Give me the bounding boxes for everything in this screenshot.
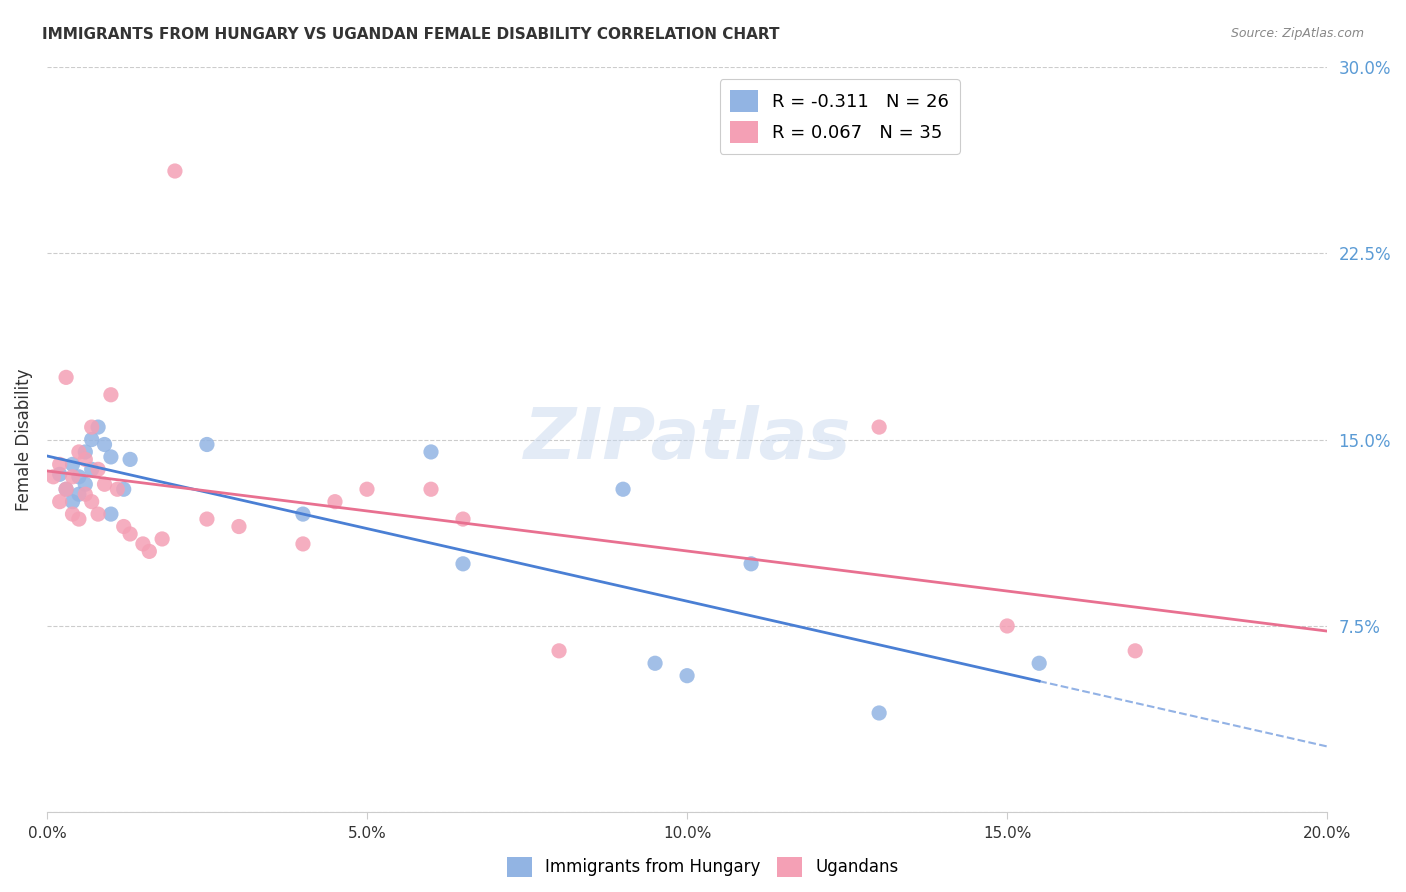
Point [356, 482, 378, 496]
Text: Source: ZipAtlas.com: Source: ZipAtlas.com [1230, 27, 1364, 40]
Point [55, 482, 77, 496]
Point [323, 494, 346, 508]
Point [48, 467, 70, 482]
Point [644, 657, 666, 671]
Point [75, 487, 97, 501]
Point [868, 706, 890, 720]
Point [548, 644, 571, 658]
Legend: R = -0.311   N = 26, R = 0.067   N = 35: R = -0.311 N = 26, R = 0.067 N = 35 [720, 79, 960, 154]
Point [228, 519, 250, 533]
Point [420, 445, 443, 459]
Point [87, 507, 110, 521]
Legend: Immigrants from Hungary, Ugandans: Immigrants from Hungary, Ugandans [501, 850, 905, 884]
Point [676, 669, 699, 683]
Point [451, 557, 474, 571]
Point [67, 470, 90, 484]
Point [1028, 657, 1050, 671]
Point [93, 437, 115, 451]
Point [1123, 644, 1146, 658]
Point [150, 532, 173, 546]
Point [995, 619, 1018, 633]
Point [100, 388, 122, 402]
Point [67, 512, 90, 526]
Y-axis label: Female Disability: Female Disability [15, 368, 32, 511]
Point [120, 527, 142, 541]
Point [291, 507, 314, 521]
Point [75, 452, 97, 467]
Point [100, 450, 122, 464]
Text: IMMIGRANTS FROM HUNGARY VS UGANDAN FEMALE DISABILITY CORRELATION CHART: IMMIGRANTS FROM HUNGARY VS UGANDAN FEMAL… [42, 27, 780, 42]
Point [87, 462, 110, 476]
Point [80, 420, 103, 434]
Point [75, 445, 97, 459]
Point [87, 420, 110, 434]
Point [62, 458, 84, 472]
Point [62, 507, 84, 521]
Point [75, 477, 97, 491]
Point [132, 537, 155, 551]
Point [80, 433, 103, 447]
Point [138, 544, 160, 558]
Point [291, 537, 314, 551]
Point [80, 462, 103, 476]
Point [62, 494, 84, 508]
Point [420, 482, 443, 496]
Point [67, 445, 90, 459]
Point [195, 437, 218, 451]
Point [80, 494, 103, 508]
Point [112, 519, 135, 533]
Point [67, 487, 90, 501]
Point [120, 452, 142, 467]
Point [163, 164, 186, 178]
Point [105, 482, 128, 496]
Point [112, 482, 135, 496]
Point [48, 458, 70, 472]
Point [48, 494, 70, 508]
Point [93, 477, 115, 491]
Point [62, 470, 84, 484]
Point [100, 507, 122, 521]
Point [451, 512, 474, 526]
Point [612, 482, 634, 496]
Point [55, 370, 77, 384]
Point [42, 470, 65, 484]
Point [740, 557, 762, 571]
Point [195, 512, 218, 526]
Point [55, 482, 77, 496]
Text: ZIPatlas: ZIPatlas [523, 405, 851, 474]
Point [868, 420, 890, 434]
